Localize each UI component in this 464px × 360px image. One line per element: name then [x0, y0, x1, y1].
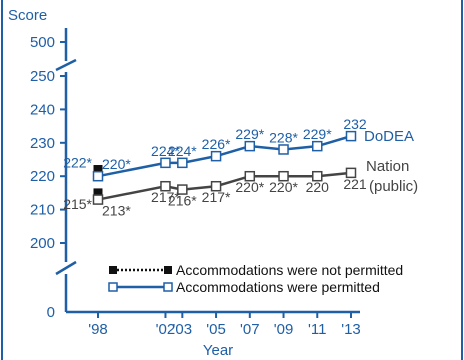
- y-tick-label: 220: [30, 168, 55, 185]
- data-point: [177, 157, 188, 169]
- y-axis-title: Score: [8, 7, 47, 24]
- x-tick-label: '98: [88, 321, 108, 338]
- y-axis: [55, 28, 77, 312]
- y-tick-label: 230: [30, 135, 55, 152]
- legend-label-permitted: Accommodations were permitted: [176, 279, 380, 295]
- data-label-not-permitted: 222*: [63, 155, 92, 171]
- data-label: 232: [343, 116, 367, 132]
- data-label: 224*: [151, 143, 180, 159]
- data-label: 217*: [151, 189, 180, 205]
- data-point: [312, 140, 323, 152]
- data-label: 220*: [102, 156, 131, 172]
- data-point: [92, 170, 104, 182]
- data-point: [210, 150, 222, 162]
- y-ticks: 250 240 230 220 210 200 500 0: [30, 34, 66, 321]
- data-point: [312, 170, 323, 182]
- data-label: 220: [306, 179, 330, 195]
- series-layer: [92, 130, 357, 205]
- series-name-nation-suffix: (public): [369, 178, 418, 195]
- y-tick-label: 240: [30, 101, 55, 118]
- data-label: 221: [343, 176, 367, 192]
- legend-label-not-permitted: Accommodations were not permitted: [176, 262, 403, 278]
- x-axis-title: Year: [203, 342, 233, 359]
- x-tick-label: '13: [341, 321, 361, 338]
- data-point: [278, 144, 289, 155]
- data-point: [210, 180, 222, 192]
- data-label: 224*: [168, 143, 197, 159]
- data-point: [244, 170, 256, 182]
- data-label: 216*: [168, 193, 197, 209]
- data-label: 213*: [102, 203, 131, 219]
- data-labels: 220*224*224* 226*229* 228* 229*232222*DoDEA…: [63, 116, 418, 218]
- x-tick-label: '09: [274, 321, 294, 338]
- data-label-not-permitted: 215*: [63, 196, 92, 212]
- y-tick-label: 200: [30, 235, 55, 252]
- data-label: 220*: [269, 179, 298, 195]
- data-label: 229*: [303, 126, 332, 142]
- series-name-dodea: DoDEA: [364, 128, 414, 145]
- axis-break-bottom: [55, 260, 77, 276]
- x-tick-label: '02: [156, 321, 176, 338]
- y-tick-label: 210: [30, 202, 55, 219]
- data-point-not-permitted: [93, 165, 103, 175]
- data-label: 217*: [202, 189, 231, 205]
- data-label: 220*: [235, 179, 264, 195]
- data-point: [92, 194, 104, 205]
- data-point: [160, 157, 171, 169]
- data-point: [244, 140, 256, 152]
- legend: Accommodations were not permitted Accomm…: [108, 262, 403, 295]
- x-tick-label: '11: [308, 321, 326, 338]
- x-tick-label: '03: [173, 321, 193, 338]
- data-point: [177, 184, 188, 195]
- data-point-not-permitted: [93, 188, 103, 198]
- y-tick-label: 0: [47, 304, 55, 321]
- y-tick-label: 250: [30, 68, 55, 85]
- y-tick-label: 500: [30, 34, 55, 51]
- data-point: [345, 130, 357, 142]
- x-tick-label: '05: [206, 321, 226, 338]
- legend-item-not-permitted: Accommodations were not permitted: [109, 262, 403, 278]
- series-name-nation: Nation: [366, 158, 409, 175]
- data-label: 228*: [269, 129, 298, 145]
- data-point: [345, 167, 357, 179]
- data-label: 229*: [235, 126, 264, 142]
- legend-item-permitted: Accommodations were permitted: [108, 279, 380, 295]
- axis-break-top: [55, 58, 77, 72]
- data-point: [278, 170, 289, 182]
- data-label: 226*: [202, 136, 231, 152]
- data-point: [160, 180, 171, 192]
- x-ticks: '98 '02'03 '05 '07 '09 '11 '13: [88, 312, 361, 338]
- x-tick-label: '07: [240, 321, 260, 338]
